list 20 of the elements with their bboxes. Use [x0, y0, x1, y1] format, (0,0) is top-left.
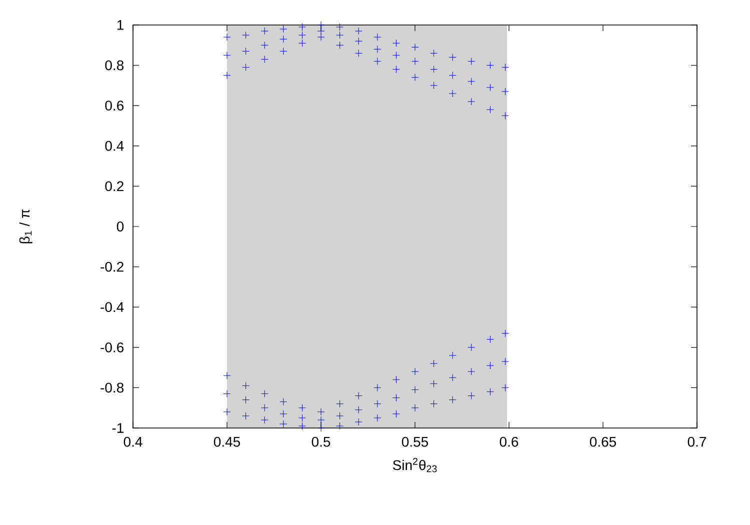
- y-tick-label: 0.4: [105, 140, 124, 151]
- x-tick-label: 0.4: [124, 436, 142, 447]
- y-tick-label: 0: [116, 222, 124, 232]
- x-tick-label: 0.45: [214, 436, 240, 447]
- x-tick-label: 0.65: [590, 436, 616, 447]
- y-tick-label: 0.6: [105, 100, 124, 111]
- x-tick-label: 0.6: [500, 436, 518, 447]
- y-tick-label: -0.4: [100, 302, 124, 312]
- y-tick-label: 0.2: [105, 181, 124, 192]
- x-tick-label: 0.55: [402, 436, 428, 447]
- x-tick-label: 0.7: [688, 436, 706, 447]
- y-axis-title: β$_{1}$ / π: [19, 209, 32, 244]
- y-tick-label: 0.8: [105, 60, 124, 70]
- y-tick-label: 1: [117, 20, 124, 30]
- y-tick-label: -1: [112, 423, 124, 433]
- x-axis-title: Sin$^{2}$θ$_{23}$: [392, 458, 437, 472]
- y-tick-label: -0.8: [100, 382, 124, 393]
- y-tick-label: -0.2: [100, 262, 124, 272]
- y-tick-label: -0.6: [100, 342, 124, 352]
- x-tick-label: 0.5: [312, 436, 330, 447]
